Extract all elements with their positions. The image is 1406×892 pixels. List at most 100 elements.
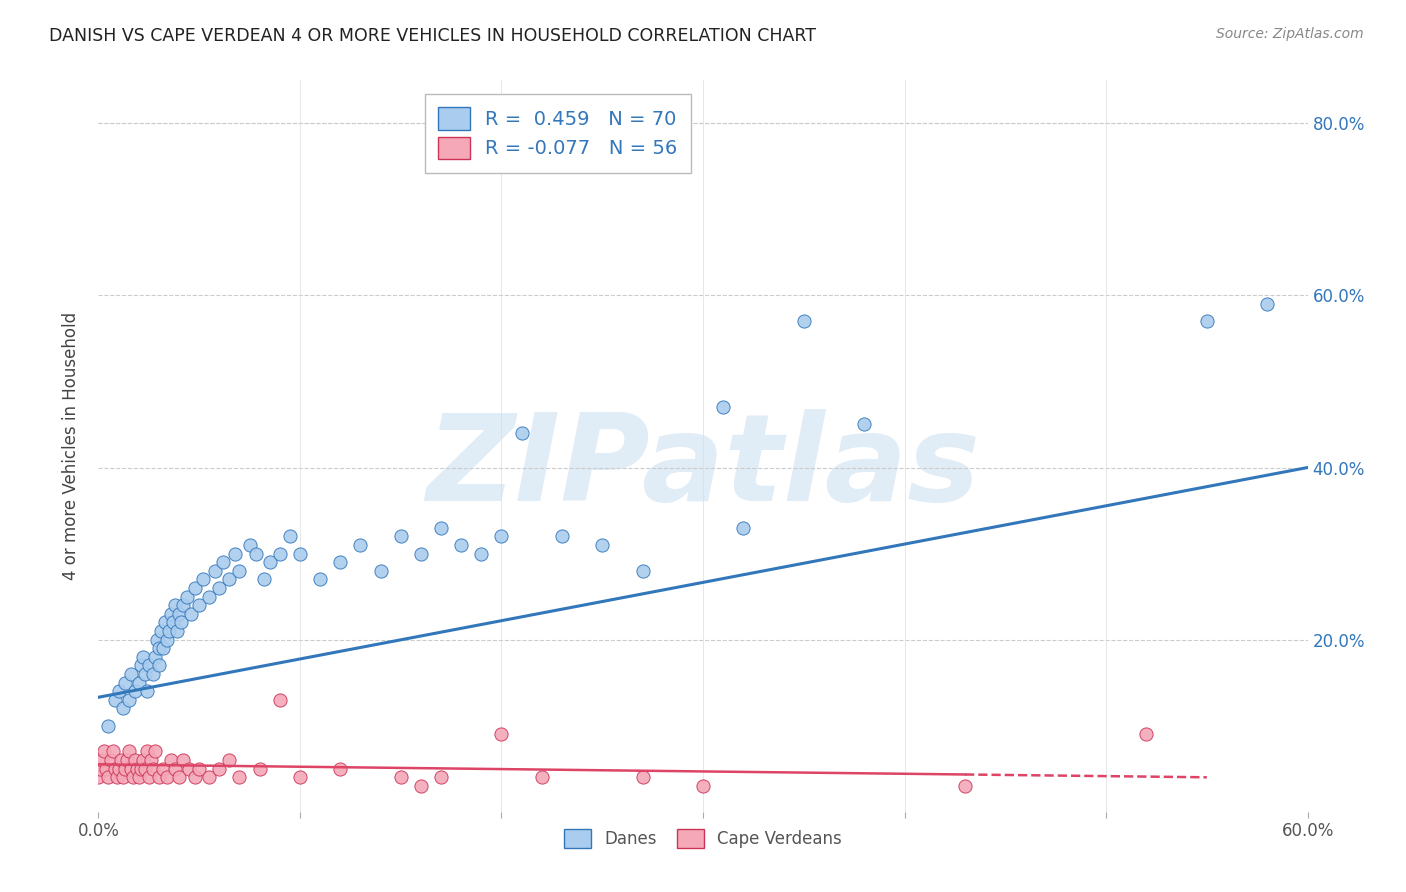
Point [711,401,734,415]
Point [288,547,311,561]
Point [138,770,160,784]
Point [239,538,262,552]
Point [128,770,150,784]
Point [1135,727,1157,741]
Point [142,667,165,681]
Point [176,590,198,604]
Point [172,598,194,612]
Point [551,529,574,543]
Point [491,727,513,741]
Point [134,667,156,681]
Point [146,632,169,647]
Point [198,590,221,604]
Point [156,632,179,647]
Point [148,641,170,656]
Point [143,649,166,664]
Point [204,564,226,578]
Point [269,693,291,707]
Point [103,693,125,707]
Point [135,744,157,758]
Point [953,779,976,793]
Legend: Danes, Cape Verdeans: Danes, Cape Verdeans [558,822,848,855]
Point [218,753,240,767]
Point [172,753,194,767]
Point [129,762,152,776]
Point [107,684,129,698]
Point [135,684,157,698]
Point [409,779,432,793]
Point [1195,314,1218,328]
Point [180,607,202,621]
Point [132,649,155,664]
Y-axis label: 4 or more Vehicles in Household: 4 or more Vehicles in Household [62,312,80,580]
Point [430,521,453,535]
Point [228,770,250,784]
Point [733,521,755,535]
Point [152,762,174,776]
Text: DANISH VS CAPE VERDEAN 4 OR MORE VEHICLES IN HOUSEHOLD CORRELATION CHART: DANISH VS CAPE VERDEAN 4 OR MORE VEHICLE… [49,27,817,45]
Point [89,762,111,776]
Text: Source: ZipAtlas.com: Source: ZipAtlas.com [1216,27,1364,41]
Point [309,573,332,587]
Point [370,564,392,578]
Point [208,581,231,595]
Point [166,624,188,638]
Point [111,770,134,784]
Point [1256,297,1278,311]
Point [450,538,472,552]
Point [193,573,215,587]
Point [124,684,146,698]
Point [631,770,654,784]
Point [149,624,172,638]
Point [212,555,235,569]
Point [148,770,170,784]
Point [93,744,115,758]
Point [184,770,207,784]
Point [115,753,138,767]
Point [389,770,412,784]
Point [259,555,281,569]
Point [163,598,186,612]
Point [124,753,146,767]
Point [120,762,142,776]
Point [288,770,311,784]
Point [530,770,553,784]
Point [329,555,352,569]
Point [111,701,134,715]
Point [853,417,876,432]
Point [129,658,152,673]
Point [132,753,155,767]
Point [253,573,276,587]
Point [389,529,412,543]
Point [103,762,125,776]
Point [245,547,267,561]
Point [329,762,352,776]
Point [134,762,156,776]
Point [179,762,201,776]
Point [107,762,129,776]
Point [139,753,162,767]
Point [114,675,136,690]
Point [125,762,148,776]
Point [269,547,291,561]
Point [278,529,301,543]
Point [120,667,142,681]
Point [409,547,432,561]
Point [156,770,179,784]
Point [153,615,176,630]
Point [143,744,166,758]
Point [118,693,141,707]
Text: ZIPatlas: ZIPatlas [426,409,980,526]
Point [692,779,714,793]
Point [184,581,207,595]
Point [87,770,110,784]
Point [188,598,211,612]
Point [101,744,124,758]
Point [249,762,271,776]
Point [110,753,132,767]
Point [97,770,120,784]
Point [148,658,170,673]
Point [167,770,190,784]
Point [793,314,815,328]
Point [128,675,150,690]
